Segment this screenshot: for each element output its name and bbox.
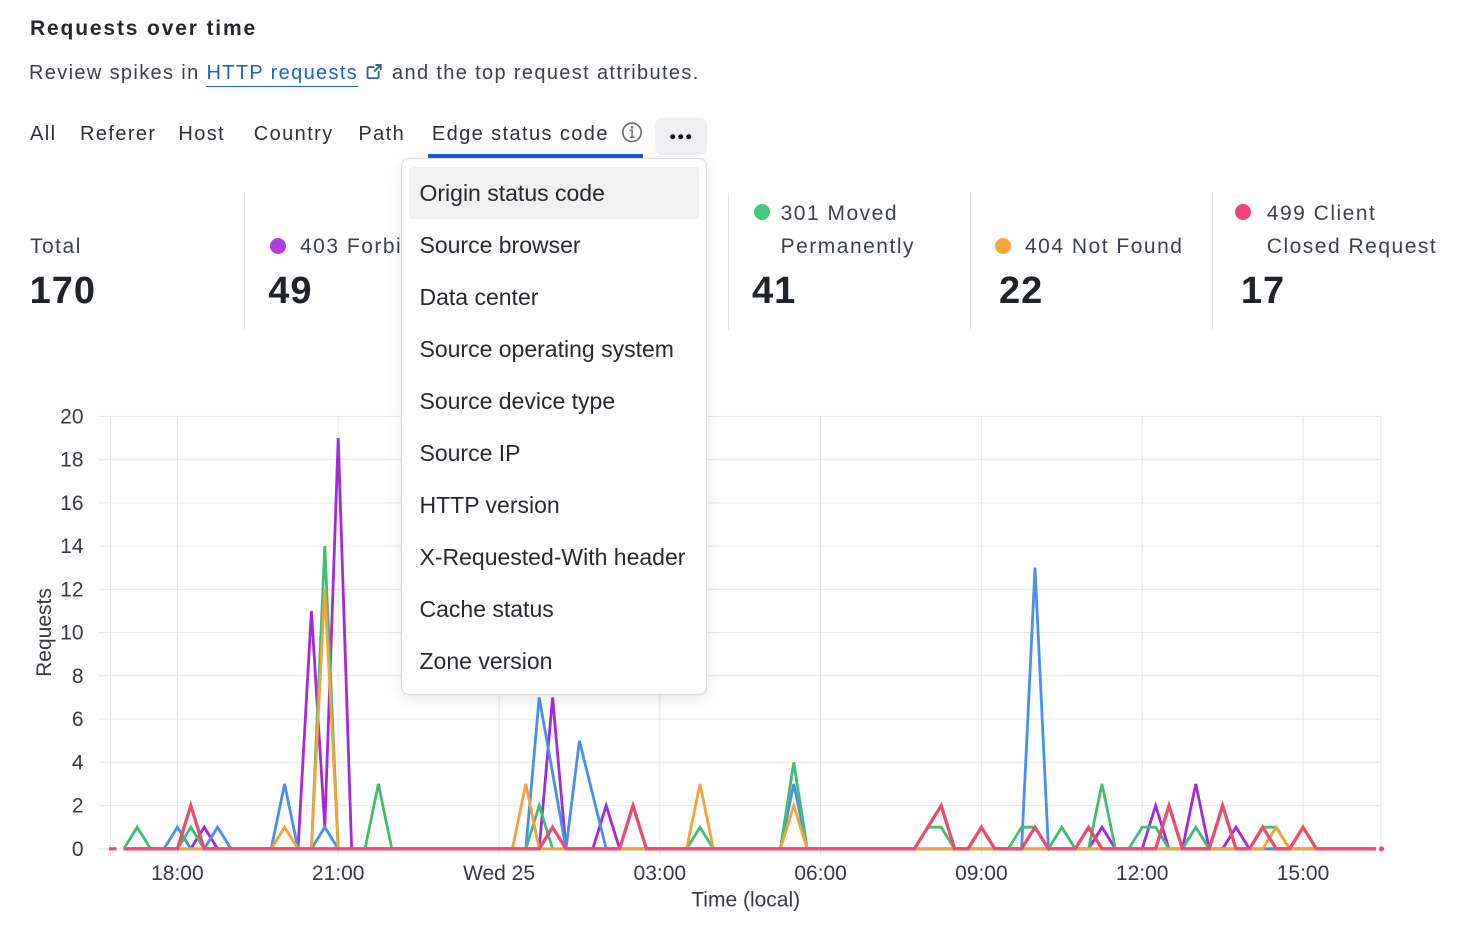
svg-text:6: 6 [72, 708, 84, 731]
svg-text:Time (local): Time (local) [691, 889, 800, 912]
svg-text:12: 12 [60, 578, 83, 601]
svg-text:03:00: 03:00 [634, 862, 687, 885]
svg-text:20: 20 [60, 405, 83, 428]
svg-text:Requests: Requests [33, 588, 56, 677]
svg-text:15:00: 15:00 [1277, 862, 1330, 885]
svg-text:18: 18 [60, 449, 83, 472]
svg-text:2: 2 [72, 795, 84, 818]
svg-text:09:00: 09:00 [955, 862, 1008, 885]
svg-text:14: 14 [60, 535, 84, 558]
svg-text:18:00: 18:00 [151, 862, 204, 885]
svg-text:8: 8 [72, 665, 84, 688]
svg-text:0: 0 [72, 838, 84, 861]
svg-text:12:00: 12:00 [1116, 862, 1169, 885]
svg-text:16: 16 [60, 492, 83, 515]
svg-text:10: 10 [60, 622, 83, 645]
svg-text:06:00: 06:00 [794, 862, 847, 885]
svg-text:4: 4 [72, 751, 84, 774]
svg-text:21:00: 21:00 [312, 862, 365, 885]
svg-text:Wed 25: Wed 25 [463, 862, 535, 885]
